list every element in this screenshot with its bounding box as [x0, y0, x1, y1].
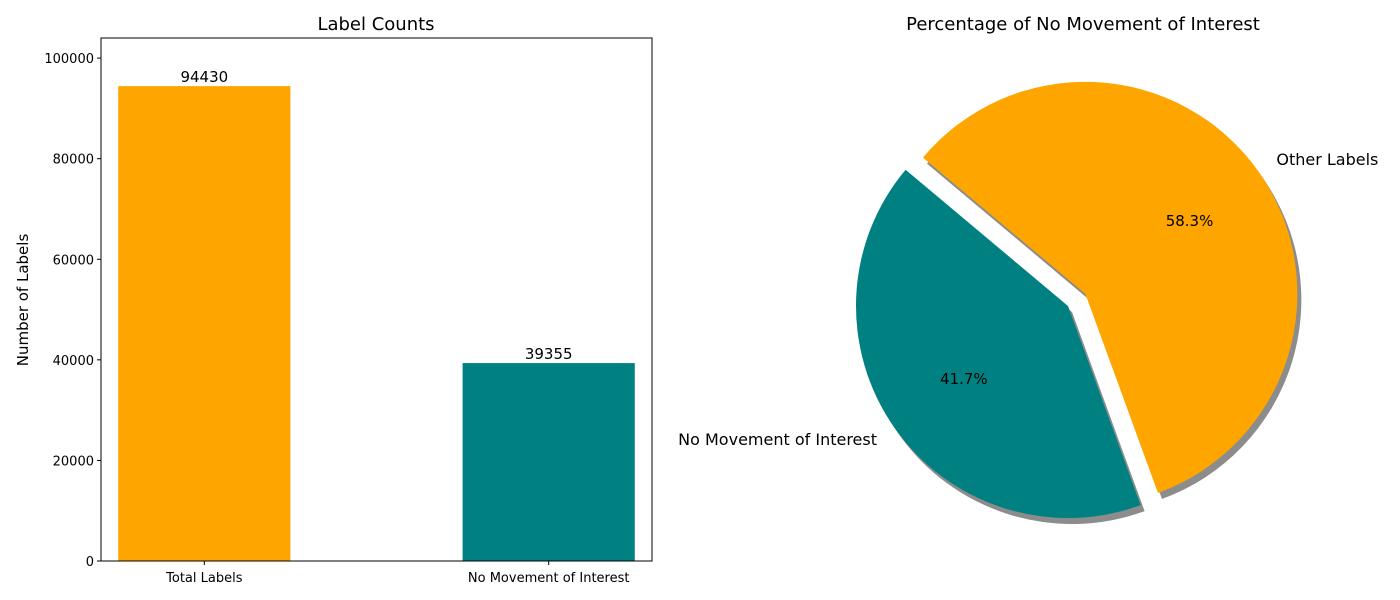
y-tick-label-4: 80000 [53, 153, 94, 168]
bar-chart: Label Counts Number of Labels 94430 Total… [14, 14, 653, 586]
bar-value-label-0: 94430 [180, 68, 228, 86]
y-axis-label: Number of Labels [14, 234, 32, 367]
pie-slice-1 [922, 81, 1298, 494]
x-tick-label-1: No Movement of Interest [468, 571, 630, 586]
pie-chart-title: Percentage of No Movement of Interest [906, 14, 1260, 35]
y-tick-label-3: 60000 [53, 253, 94, 268]
pie-percent-label-1: 58.3% [1166, 212, 1214, 230]
pie-category-label-0: No Movement of Interest [678, 430, 877, 449]
bar-value-label-1: 39355 [525, 345, 573, 363]
pie-slices [856, 81, 1298, 518]
pie-labels: 41.7% No Movement of Interest 58.3% Other L… [678, 150, 1378, 449]
x-tick-label-0: Total Labels [165, 571, 243, 586]
pie-category-label-1: Other Labels [1276, 150, 1378, 169]
bar-0 [118, 86, 291, 561]
bar-plot-area: 94430 Total Labels 39355 No Movement of Int… [44, 52, 635, 586]
pie-percent-label-0: 41.7% [940, 370, 988, 388]
bar-chart-title: Label Counts [317, 14, 434, 35]
y-tick-label-2: 40000 [53, 354, 94, 369]
bar-plot-frame [100, 37, 653, 562]
pie-chart: Percentage of No Movement of Interest 41… [678, 14, 1378, 524]
y-tick-label-1: 20000 [53, 454, 94, 469]
y-tick-label-5: 100000 [44, 52, 94, 67]
y-tick-label-0: 0 [86, 555, 94, 570]
bar-1 [462, 363, 635, 561]
pie-slice-0 [856, 169, 1141, 518]
